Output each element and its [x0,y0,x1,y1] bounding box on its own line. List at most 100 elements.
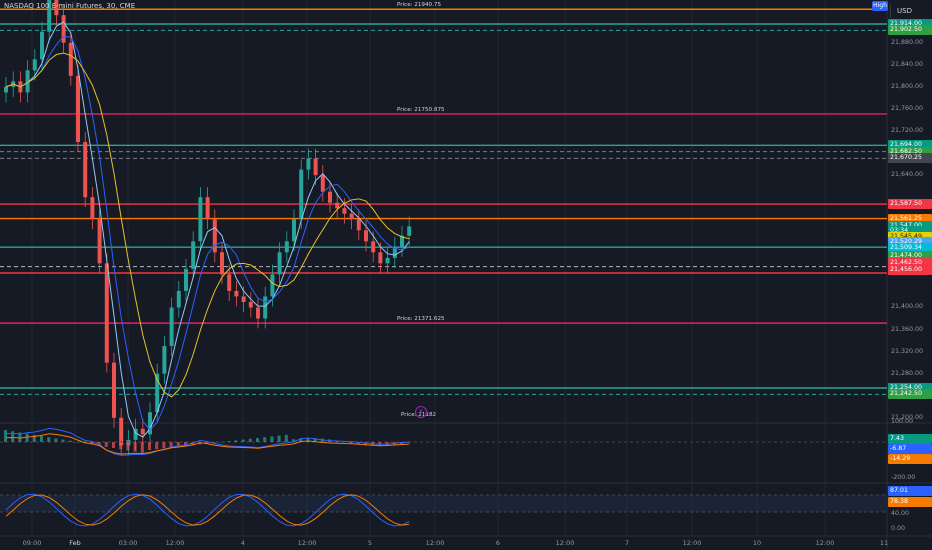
price-tag: 21,462.50 [888,257,932,268]
time-axis-label: 12:00 [555,539,575,547]
candle-body [270,274,275,297]
ma-fast-line [5,21,410,438]
candle-body [97,219,102,264]
candle-body [320,175,325,192]
macd-histogram-bar [270,436,274,442]
price-tag: 21,670.25 [888,153,932,164]
candle-body [328,191,332,203]
stoch-d-line [5,494,410,526]
macd-histogram-bar [349,442,353,444]
candle-body [68,42,73,76]
candle-body [342,208,347,214]
price-axis-label: 21,880.00 [891,38,924,46]
candle-body [378,252,383,264]
macd-histogram-bar [68,440,72,442]
time-axis-label: 12:00 [682,539,702,547]
time-axis-label: 12:00 [297,539,317,547]
price-tag: 21,587.50 [888,199,932,210]
macd-line [5,427,410,456]
price-tag: 21,254.00 [888,383,932,393]
candle-body [313,158,318,176]
price-level-note: Price: 21371.625 [397,316,445,323]
candle-body [104,263,109,363]
macd-histogram-bar [284,434,288,442]
candle-body [90,197,95,220]
macd-histogram-bar [234,440,238,442]
indicator-axis-label: -200.00 [891,474,916,481]
price-axis-label: 21,360.00 [891,325,924,333]
indicator-tag: 7.43 [888,434,932,444]
macd-signal-line [5,433,410,455]
macd-histogram-bar [11,431,15,442]
candle-body [277,252,282,275]
macd-histogram-bar [140,442,144,453]
high-button[interactable]: High [872,1,888,11]
time-axis-label: 11 [879,539,889,547]
macd-histogram-bar [32,434,36,442]
time-axis-label: 12:00 [165,539,185,547]
candle-body [32,59,37,71]
price-tag: 21,520.29 [888,237,932,248]
candle-body [169,307,174,347]
alert-icon[interactable]: ⚡ [415,406,427,418]
macd-histogram-bar [263,437,267,442]
macd-histogram-bar [4,430,7,442]
candle-body [392,246,397,258]
candle-body [356,219,361,231]
macd-histogram-bar [54,438,58,442]
price-axis-label: 21,400.00 [891,303,924,311]
price-tag: 21,694.00 [888,140,932,151]
candle-body [54,0,59,16]
time-axis-label: 7 [624,539,630,547]
ma-mid-line [5,35,410,431]
candle-body [263,296,268,319]
macd-histogram-bar [61,439,65,442]
time-axis-label: 4 [240,539,246,547]
macd-histogram-bar [292,439,295,442]
candle-body [284,241,289,253]
macd-histogram-bar [299,438,303,442]
candle-body [155,373,160,413]
indicator-tag: 78.38 [888,497,932,507]
price-axis-label: 21,320.00 [891,347,924,355]
indicator-axis-label: 100.00 [891,418,914,425]
candle-body [83,142,88,198]
candle-body [133,428,138,440]
candle-body [364,230,368,242]
candle-body [400,235,404,247]
candle-body [241,296,246,302]
macd-histogram-bar [176,442,180,447]
candle-body [198,197,203,242]
candle-body [227,274,232,291]
macd-histogram-bar [76,442,79,443]
price-axis-label: 21,760.00 [891,104,924,112]
candle-body [205,197,210,220]
candle-body [299,169,304,220]
candle-body [148,412,152,435]
candle-body [119,417,124,446]
price-tag: 21,509.34 [888,242,932,253]
macd-histogram-bar [227,441,231,442]
macd-histogram-bar [205,442,209,444]
currency-selector[interactable]: USD [890,4,932,18]
candle-body [220,252,224,275]
macd-histogram-bar [313,438,317,442]
macd-histogram-bar [18,432,22,442]
price-tag: 21,545.49 [888,231,932,242]
price-axis-label: 21,640.00 [891,171,924,179]
indicator-axis-label: 0.00 [891,525,906,532]
macd-histogram-bar [256,438,259,442]
macd-histogram-bar [112,442,115,448]
candle-body [140,428,145,435]
macd-histogram-bar [104,442,108,447]
candle-body [4,86,8,93]
symbol-title: NASDAQ 100 E-mini Futures, 30, CME [4,2,136,10]
time-axis-label: 12:00 [425,539,445,547]
time-axis-label: 6 [495,539,501,547]
macd-histogram-bar [155,442,159,450]
candle-body [349,213,354,220]
indicator-axis-label: 40.00 [891,510,910,517]
candle-body [306,158,311,170]
price-level-note: Price: 21750.875 [397,106,445,113]
